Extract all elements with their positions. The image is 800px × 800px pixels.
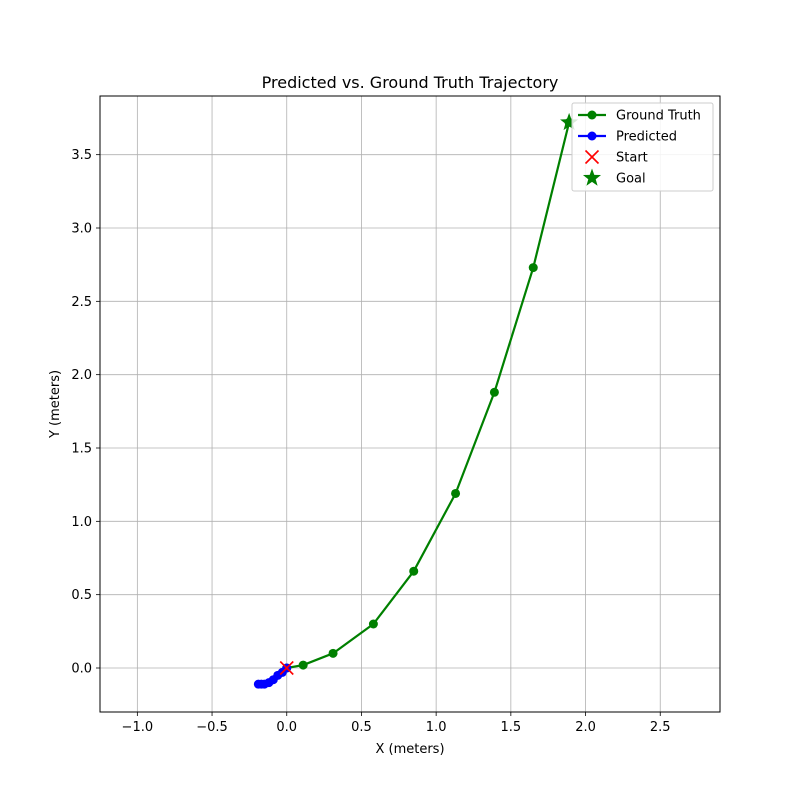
x-tick-label: 1.0 [426, 720, 447, 735]
chart-title: Predicted vs. Ground Truth Trajectory [262, 73, 559, 92]
legend-item-ground-truth: Ground Truth [578, 109, 701, 124]
ground-truth-point [528, 263, 538, 273]
x-tick-label: 0.5 [351, 720, 372, 735]
ground-truth-point [451, 488, 461, 498]
ground-truth-point [409, 566, 419, 576]
legend-item-predicted: Predicted [578, 130, 677, 145]
start-marker [279, 660, 294, 676]
legend-item-start: Start [584, 149, 648, 166]
series-layer [253, 112, 579, 689]
x-tick-label: 0.0 [276, 720, 297, 735]
x-tick-label: 1.5 [500, 720, 521, 735]
legend-marker-handle [587, 131, 597, 141]
legend-item-goal: Goal [582, 168, 646, 187]
goal-marker [560, 112, 579, 131]
ground-truth-point [328, 648, 338, 658]
x-tick-label: −1.0 [122, 720, 154, 735]
legend-label: Predicted [616, 130, 677, 145]
goal-series [560, 112, 579, 131]
predicted-point [253, 679, 263, 689]
ground-truth-point [489, 387, 499, 397]
y-tick-label: 2.5 [71, 295, 92, 310]
y-tick-label: 3.0 [71, 222, 92, 237]
start-series [279, 660, 294, 676]
ground-truth-series [282, 117, 574, 673]
x-tick-label: 2.0 [575, 720, 596, 735]
x-tick-label: −0.5 [196, 720, 228, 735]
x-tick-label: 2.5 [650, 720, 671, 735]
legend-label: Start [616, 151, 648, 166]
plot-frame [99, 95, 721, 713]
y-tick-label: 0.0 [71, 662, 92, 677]
legend-marker-handle [584, 149, 600, 165]
x-axis-label: X (meters) [375, 742, 444, 757]
y-axis-label: Y (meters) [48, 370, 63, 439]
legend-label: Ground Truth [616, 109, 701, 124]
axis-ticks: −1.0 −0.5 0.0 0.5 1.0 1.5 2.0 2.5 0.0 0.5 1.0 1.5 2.… [71, 148, 670, 735]
y-tick-label: 2.0 [71, 368, 92, 383]
legend-label: Goal [616, 172, 646, 187]
legend-marker-handle [582, 168, 602, 186]
y-tick-label: 3.5 [71, 148, 92, 163]
ground-truth-point [298, 660, 308, 670]
ground-truth-point [368, 619, 378, 629]
legend: Ground Truth Predicted Start Goal [571, 102, 714, 192]
y-tick-label: 1.0 [71, 515, 92, 530]
grid [100, 96, 720, 712]
legend-box [571, 102, 714, 192]
legend-marker-handle [587, 110, 597, 120]
y-tick-label: 0.5 [71, 588, 92, 603]
y-tick-label: 1.5 [71, 442, 92, 457]
